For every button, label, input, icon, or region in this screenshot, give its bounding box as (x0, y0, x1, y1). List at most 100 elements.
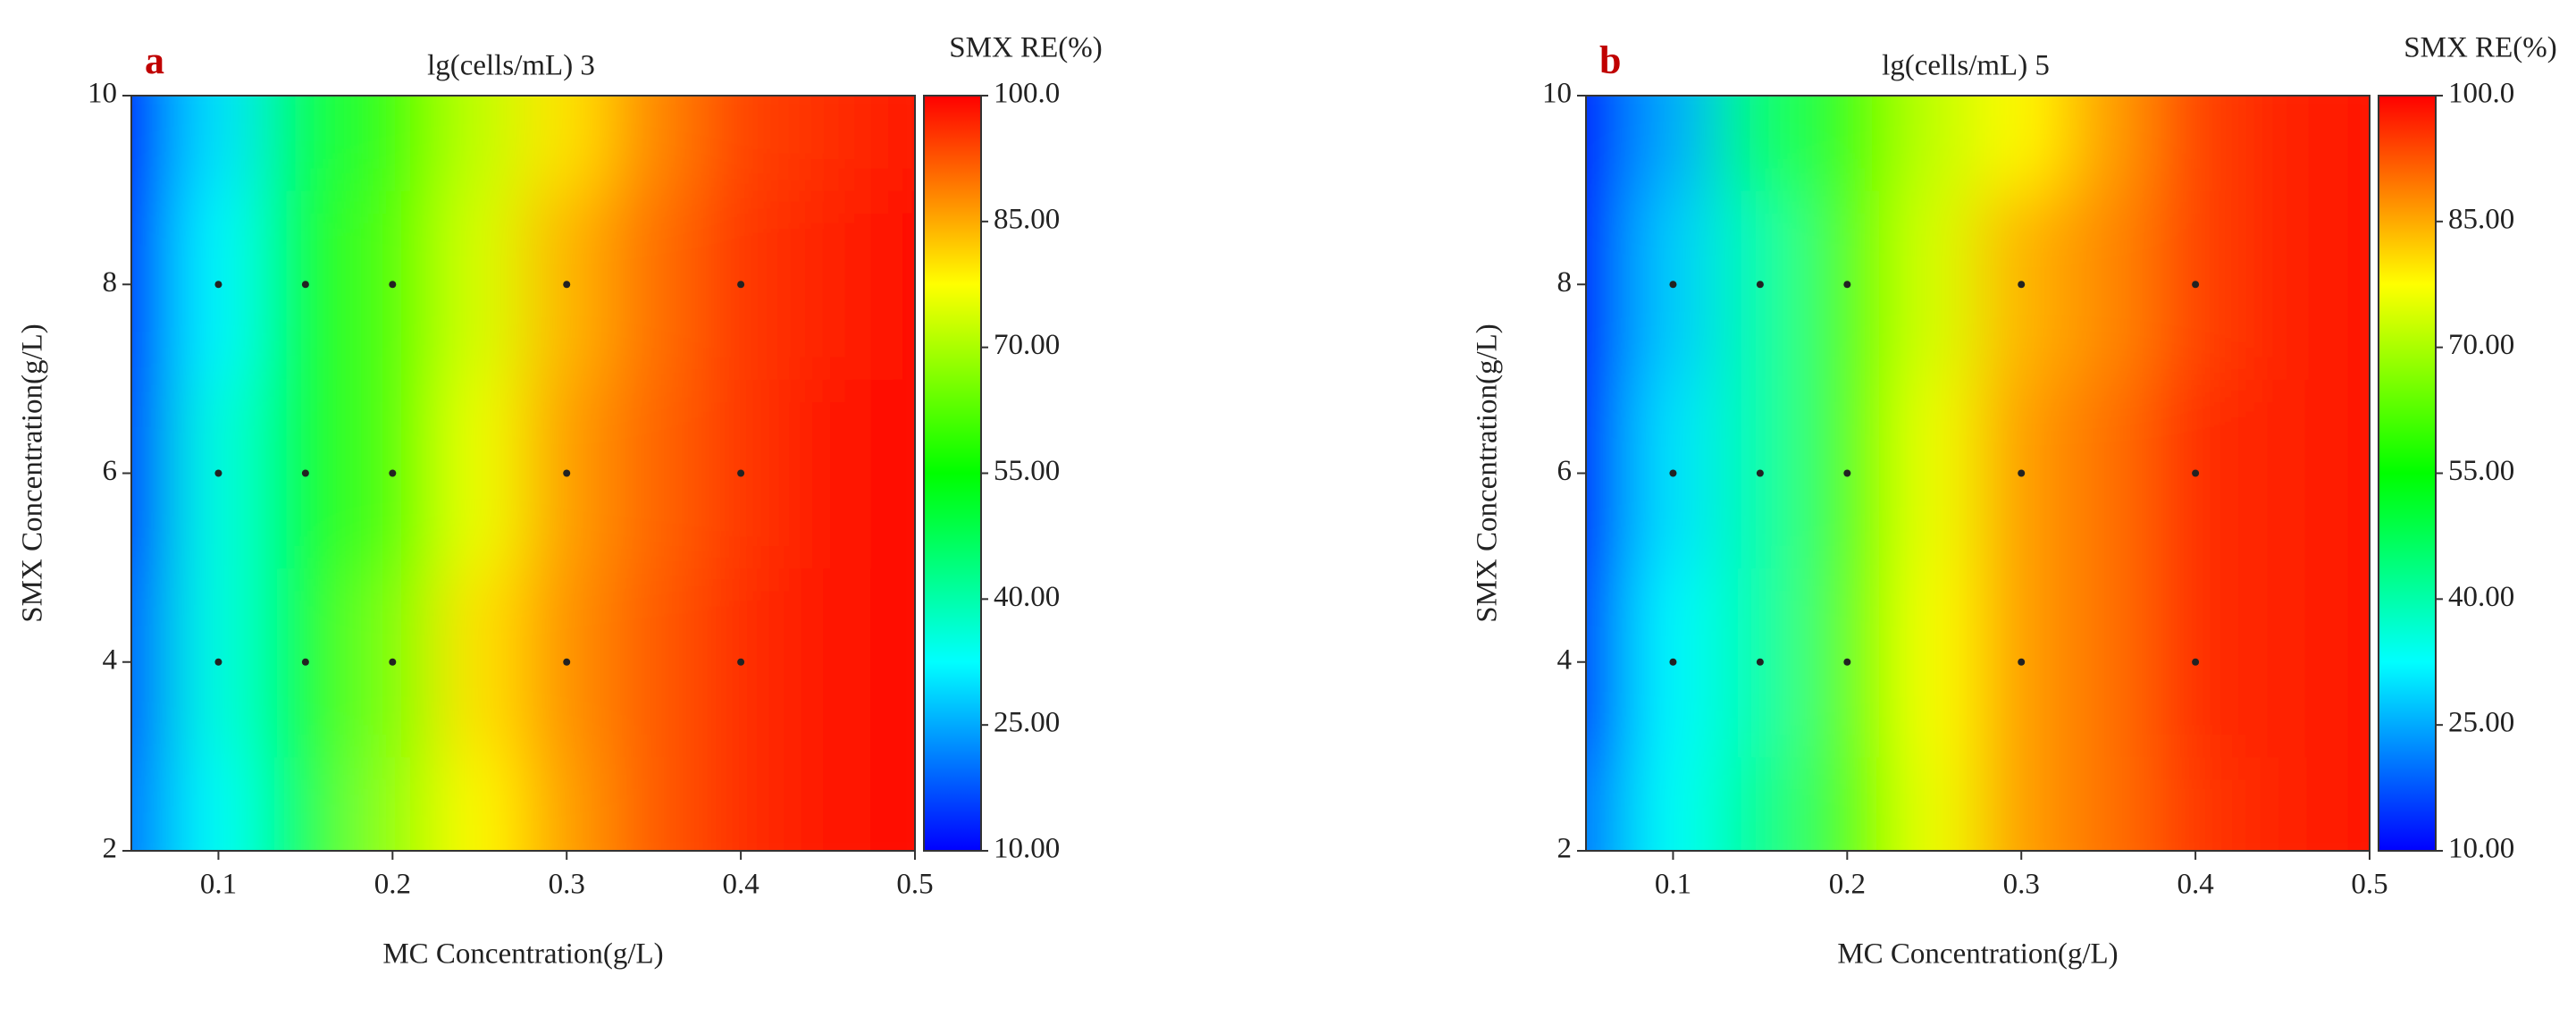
contour-cell (1890, 189, 1979, 380)
plot-area (131, 96, 915, 851)
y-tick-label: 8 (103, 266, 118, 298)
contour-cell (1586, 377, 1631, 569)
contour-cell (608, 377, 699, 569)
panel-label: a (145, 38, 164, 82)
y-tick-label: 2 (1557, 833, 1573, 865)
contour-cell (131, 377, 176, 569)
sample-point (1669, 658, 1677, 666)
colorbar-tick-label: 85.00 (2448, 203, 2514, 235)
contour-cell (131, 96, 176, 191)
y-tick-label: 4 (1557, 643, 1573, 676)
contour-cell (131, 755, 176, 851)
sample-point (1843, 469, 1851, 477)
x-tick-label: 0.2 (1829, 869, 1866, 901)
contour-cell (870, 567, 915, 758)
colorbar-tick-label: 70.00 (994, 329, 1060, 361)
contour-cell (2237, 377, 2328, 569)
colorbar-tick-label: 55.00 (994, 455, 1060, 487)
contour-cell (870, 96, 915, 191)
contour-cell (2325, 189, 2370, 380)
contour-cell (2063, 755, 2153, 851)
contour-cell (435, 189, 524, 380)
sample-point (1843, 658, 1851, 666)
colorbar-title: SMX RE(%) (2404, 32, 2556, 64)
sample-point (1669, 469, 1677, 477)
contour-cell (608, 755, 699, 851)
y-tick-label: 6 (103, 455, 118, 487)
x-tick-label: 0.5 (2351, 869, 2387, 901)
y-axis-label: SMX Concentration(g/L) (17, 324, 49, 623)
sample-point (1843, 281, 1851, 289)
y-tick-label: 8 (1557, 266, 1573, 298)
contour-cell (2063, 377, 2153, 569)
contour-cell (783, 96, 873, 191)
contour-cell (2325, 96, 2370, 191)
contour-cell (435, 567, 524, 758)
sample-point (214, 658, 222, 666)
contour-cell (522, 96, 611, 191)
contour-cell (1628, 96, 1718, 191)
plot-area (1586, 96, 2370, 851)
sample-point (1756, 658, 1764, 666)
contour-cell (2325, 377, 2370, 569)
x-tick-label: 0.3 (2003, 869, 2040, 901)
contour-cell (1802, 96, 1892, 191)
colorbar-tick-label: 55.00 (2448, 455, 2514, 487)
contour-cell (1890, 567, 1979, 758)
contour-cell (1890, 377, 1979, 569)
y-axis-label: SMX Concentration(g/L) (1472, 324, 1504, 623)
colorbar-tick-label: 40.00 (994, 581, 1060, 613)
sample-point (1756, 281, 1764, 289)
contour-cell (783, 567, 873, 758)
contour-cell (870, 377, 915, 569)
contour-cell (1628, 755, 1718, 851)
sample-point (737, 469, 745, 477)
heatmap (1586, 96, 2370, 851)
colorbar-tick-label: 100.0 (2448, 78, 2514, 110)
x-tick-label: 0.1 (1655, 869, 1691, 901)
x-axis-label: MC Concentration(g/L) (1837, 938, 2118, 971)
contour-cell (2063, 189, 2153, 380)
colorbar-title: SMX RE(%) (949, 32, 1102, 64)
colorbar-tick-label: 10.00 (994, 833, 1060, 865)
contour-cell (348, 755, 438, 851)
x-tick-label: 0.4 (2177, 869, 2213, 901)
contour-cell (2237, 96, 2328, 191)
sample-point (389, 658, 397, 666)
contour-cell (1586, 189, 1631, 380)
contour-cell (1802, 755, 1892, 851)
contour-cell (2063, 96, 2153, 191)
contour-cell (783, 377, 873, 569)
y-tick-label: 6 (1557, 455, 1573, 487)
sample-point (1756, 469, 1764, 477)
contour-cell (435, 755, 524, 851)
contour-cell (2151, 755, 2240, 851)
y-tick-label: 10 (88, 78, 117, 110)
sample-point (563, 281, 571, 289)
sample-point (301, 281, 309, 289)
sample-point (2192, 281, 2200, 289)
sample-point (2192, 658, 2200, 666)
colorbar-tick-label: 85.00 (994, 203, 1060, 235)
contour-cell (2063, 567, 2153, 758)
contour-cell (261, 755, 350, 851)
contour-cell (2237, 755, 2328, 851)
contour-cell (1890, 96, 1979, 191)
y-tick-label: 4 (103, 643, 118, 676)
contour-cell (173, 96, 264, 191)
sample-point (214, 281, 222, 289)
contour-cell (608, 189, 699, 380)
colorbar-tick-label: 70.00 (2448, 329, 2514, 361)
contour-cell (131, 567, 176, 758)
contour-cell (1890, 755, 1979, 851)
contour-cell (1716, 96, 1805, 191)
contour-cell (783, 755, 873, 851)
sample-point (2018, 469, 2026, 477)
colorbar (2378, 95, 2437, 852)
sample-point (2192, 469, 2200, 477)
contour-cell (1976, 755, 2066, 851)
contour-cell (2237, 189, 2328, 380)
sample-point (389, 469, 397, 477)
x-axis-label: MC Concentration(g/L) (382, 938, 663, 971)
